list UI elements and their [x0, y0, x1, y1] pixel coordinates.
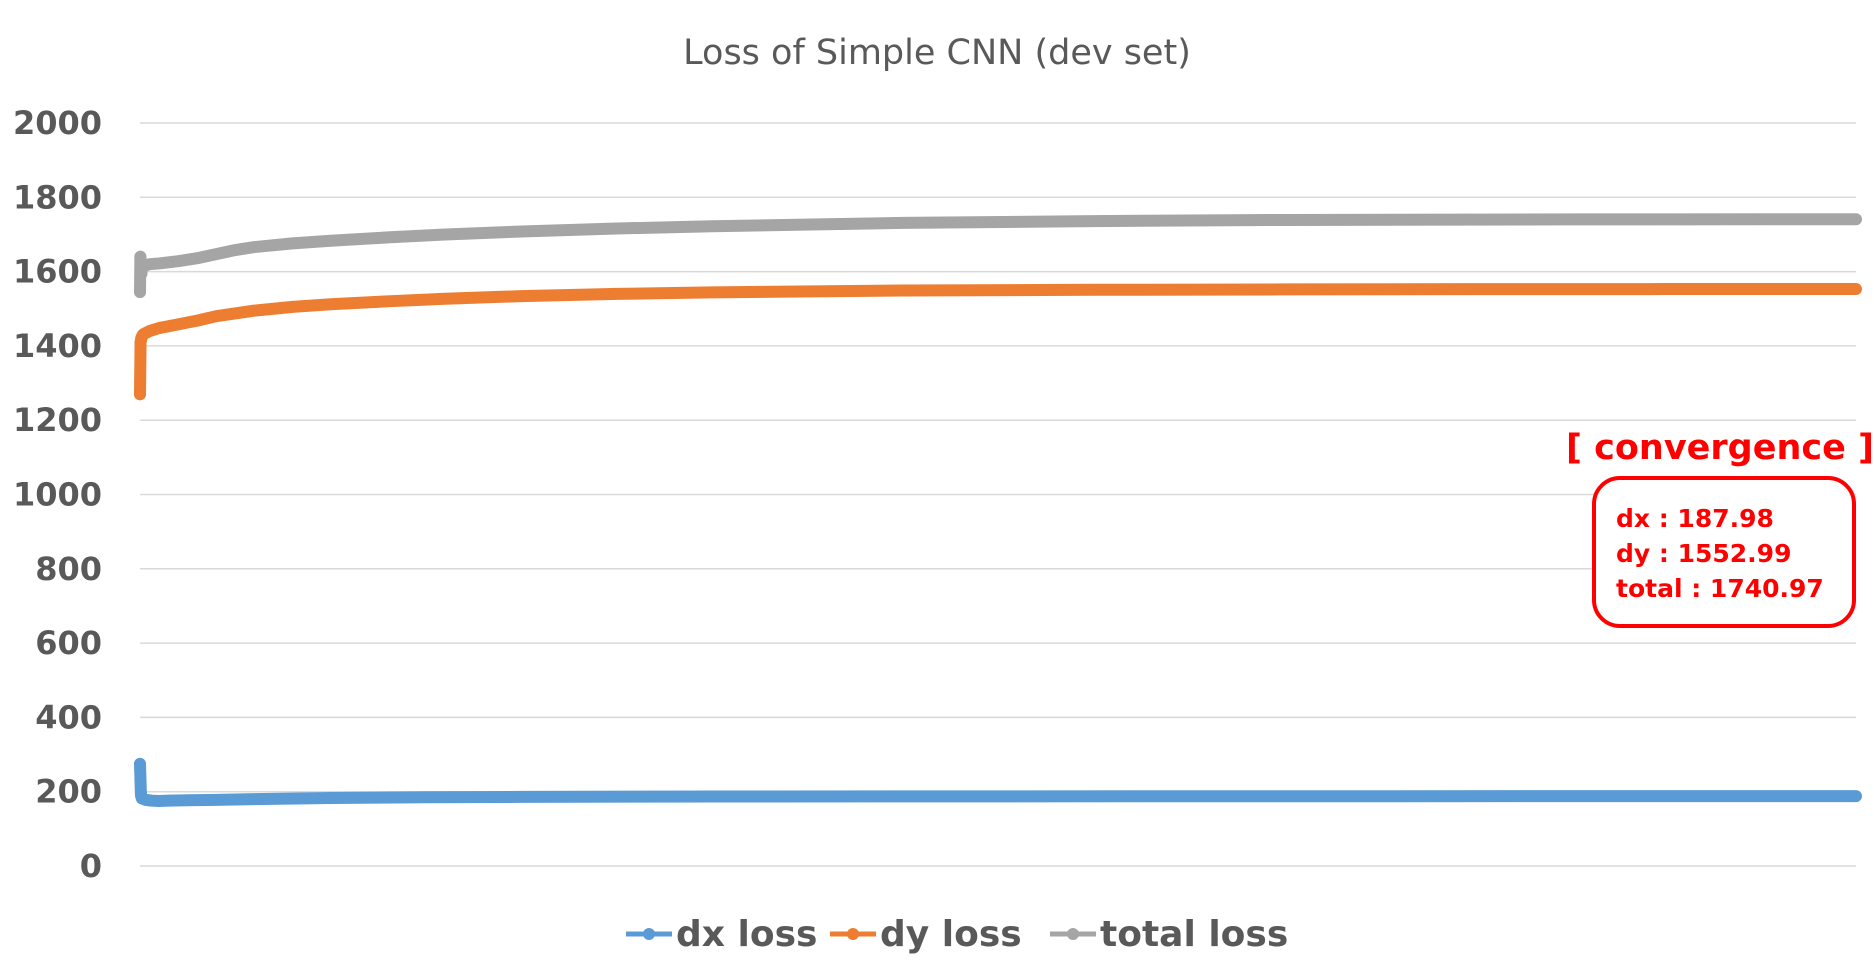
legend-label-total-loss: total loss [1100, 914, 1288, 955]
series-line-dy-loss [134, 283, 1862, 401]
y-tick-label: 1600 [13, 253, 102, 291]
legend-label-dy-loss: dy loss [880, 914, 1022, 955]
y-axis-tick-labels: 0 200 400 600 800 1000 1200 1400 1600 1800 2000 [13, 104, 102, 885]
data-point-dx-loss [134, 774, 147, 787]
legend-marker-dx-loss [643, 928, 655, 940]
y-tick-label: 1200 [13, 401, 102, 439]
data-point-total-loss [134, 286, 146, 299]
series-line-total-loss [134, 213, 1862, 299]
y-tick-label: 0 [80, 847, 102, 885]
data-point-total-loss [136, 261, 149, 274]
data-point-total-loss [134, 250, 147, 263]
data-point-dy-loss [136, 328, 149, 341]
y-tick-label: 1000 [13, 476, 102, 514]
data-point-dy-loss [134, 388, 146, 401]
series-lines [134, 213, 1862, 807]
data-point-dx-loss [135, 792, 148, 805]
legend-marker-dy-loss [847, 928, 859, 940]
legend-label-dx-loss: dx loss [676, 914, 817, 955]
data-point-dx-loss [134, 757, 146, 770]
y-tick-label: 400 [35, 698, 102, 736]
annotation-box [1592, 476, 1856, 628]
y-tick-label: 600 [35, 624, 102, 662]
series-start-segment-dy-loss [138, 342, 144, 395]
y-tick-label: 1800 [13, 178, 102, 216]
chart-title: Loss of Simple CNN (dev set) [683, 33, 1191, 73]
convergence-annotation: [ convergence ] dx : 187.98 dy : 1552.99 to… [1566, 428, 1874, 628]
y-tick-label: 1400 [13, 327, 102, 365]
annotation-line: dy : 1552.99 [1616, 539, 1791, 568]
annotation-heading: [ convergence ] [1566, 428, 1874, 468]
y-tick-label: 800 [35, 550, 102, 588]
legend-marker-total-loss [1067, 928, 1079, 940]
y-tick-label: 200 [35, 773, 102, 811]
annotation-line: dx : 187.98 [1616, 504, 1774, 533]
y-tick-label: 2000 [13, 104, 102, 142]
series-line-dx-loss [134, 757, 1862, 807]
legend: dx loss dy loss total loss [626, 914, 1288, 955]
annotation-line: total : 1740.97 [1616, 574, 1824, 603]
